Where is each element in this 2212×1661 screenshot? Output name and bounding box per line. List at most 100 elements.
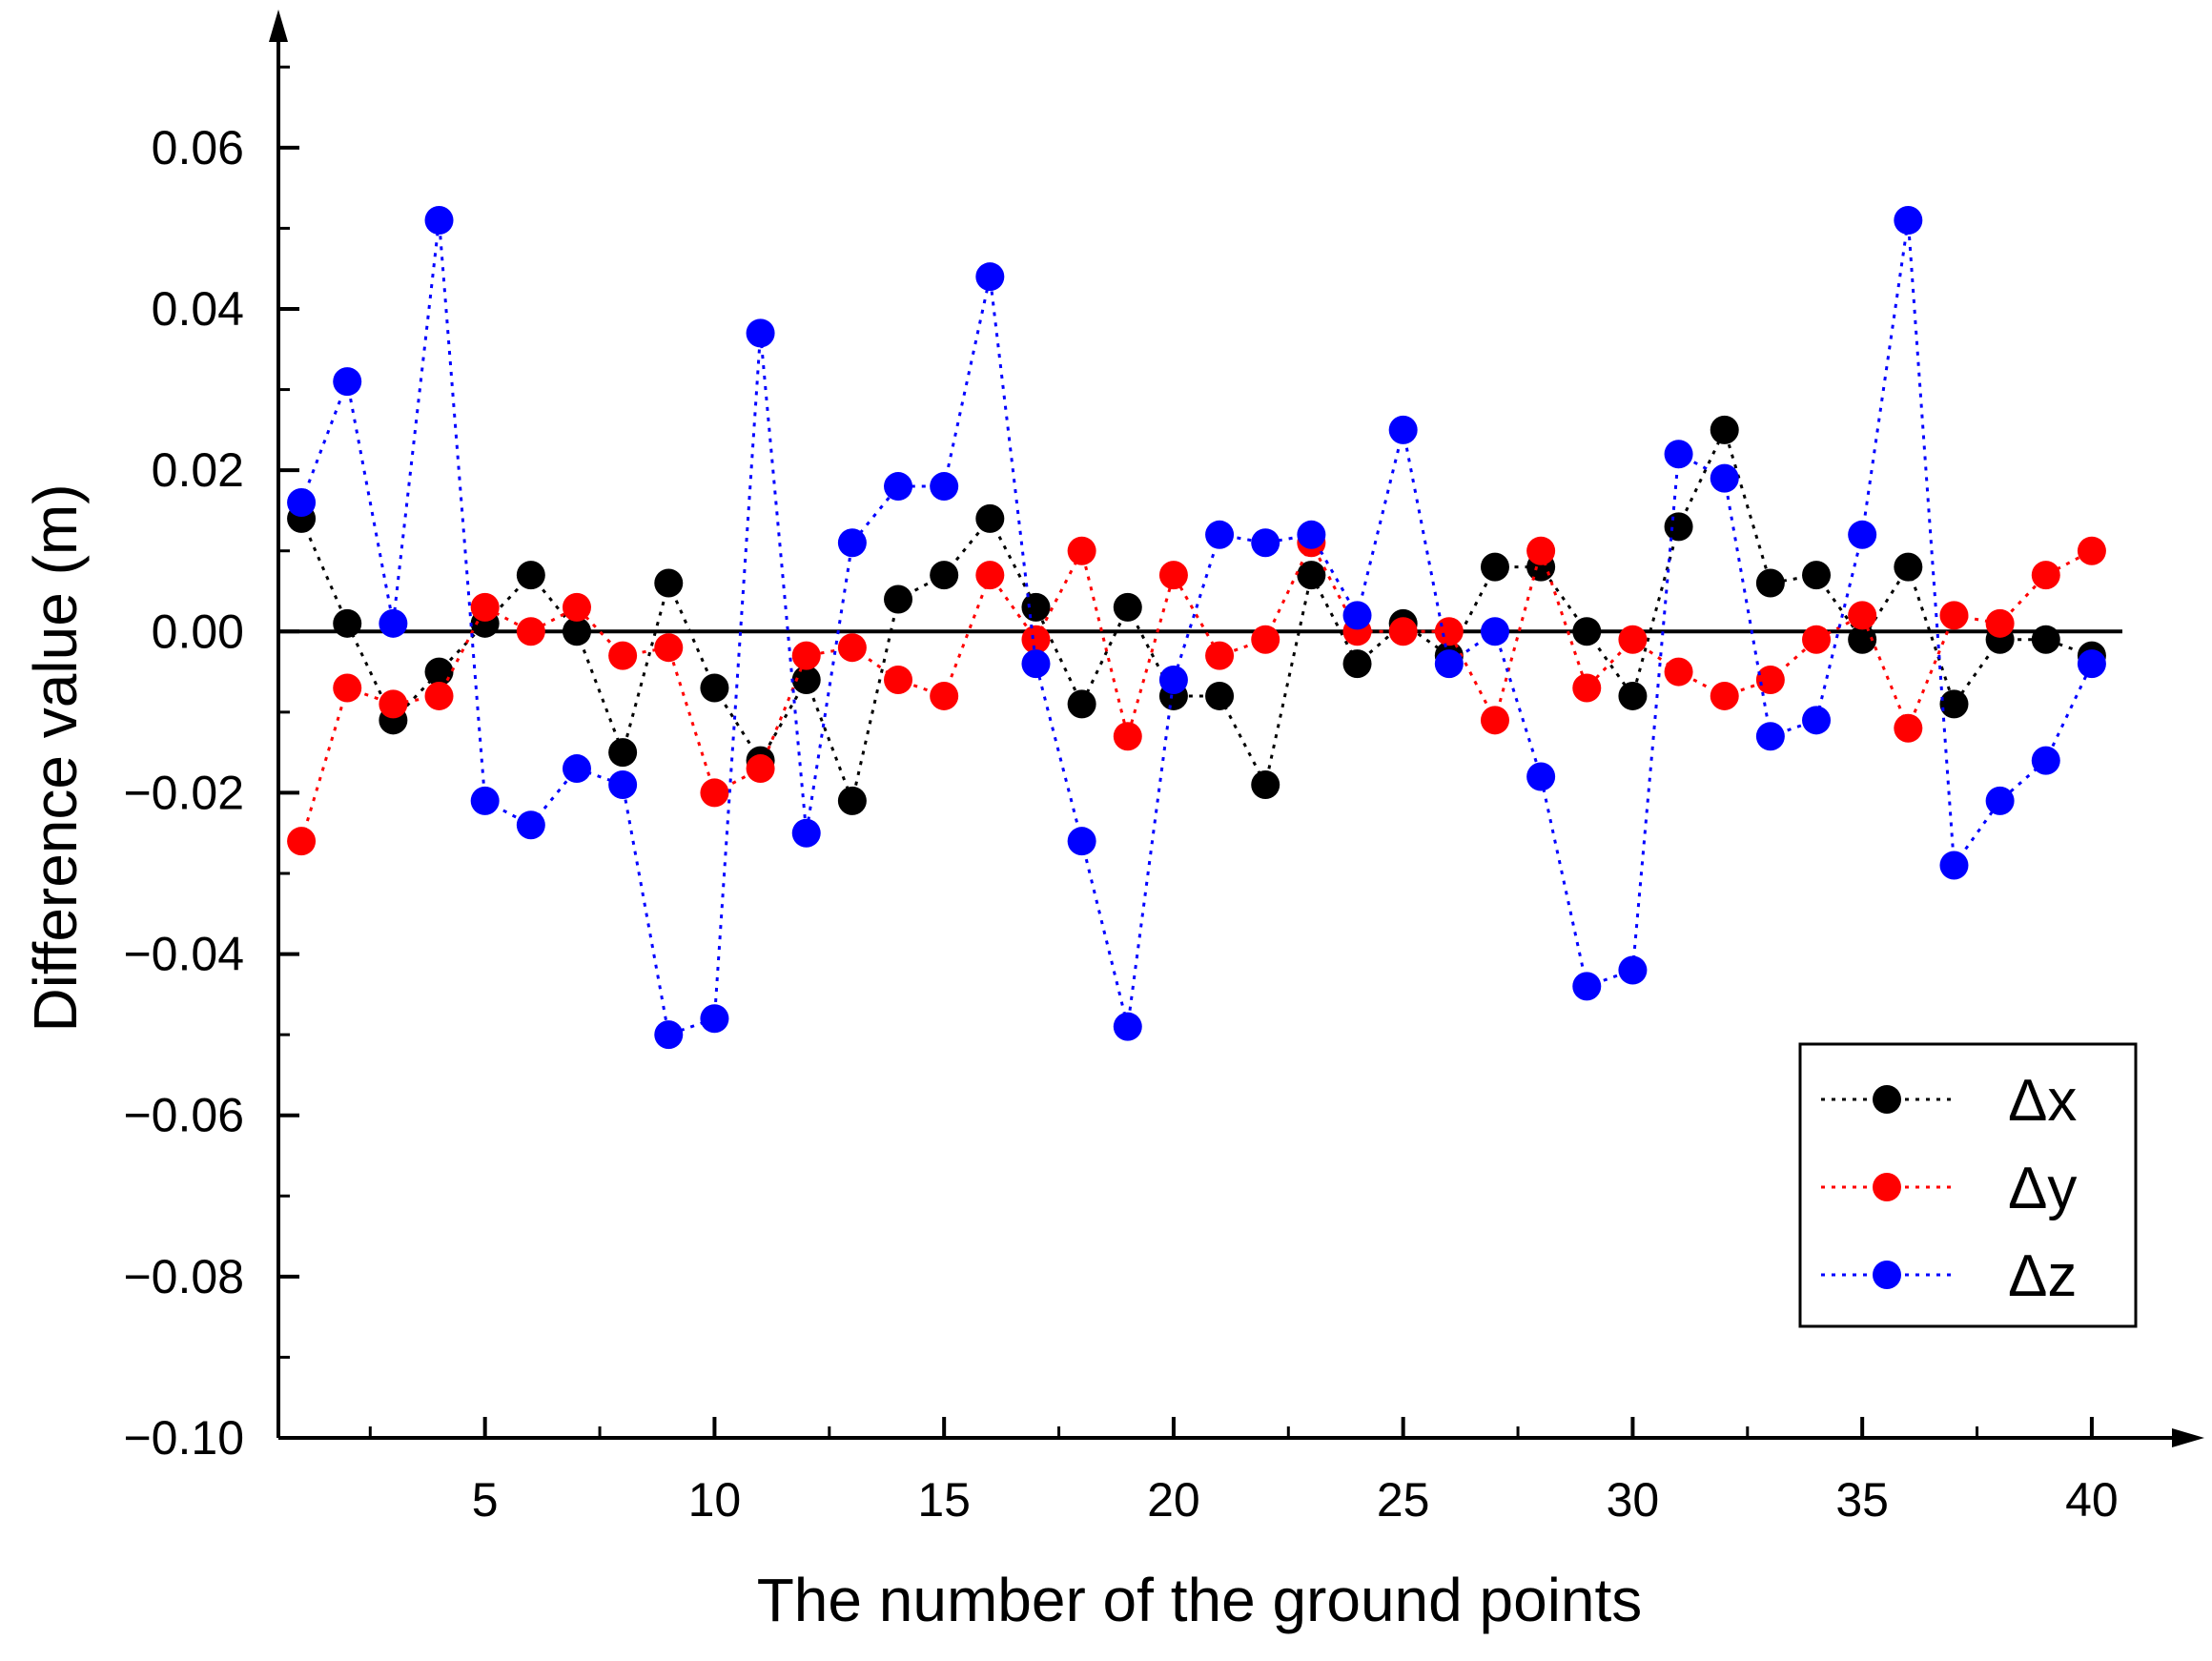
x-tick-label: 40 xyxy=(2065,1473,2119,1527)
data-point xyxy=(975,561,1005,590)
data-point xyxy=(1664,657,1693,687)
data-point xyxy=(884,472,913,502)
y-axis-arrow xyxy=(269,10,288,42)
y-tick-label: 0.06 xyxy=(152,121,244,174)
data-point xyxy=(1067,827,1096,856)
x-tick-label: 15 xyxy=(917,1473,971,1527)
series-layer xyxy=(287,205,2106,1050)
data-point xyxy=(1939,851,1969,880)
data-point xyxy=(700,778,729,808)
data-point xyxy=(2031,561,2060,590)
data-point xyxy=(1480,552,1509,582)
data-point xyxy=(930,681,959,710)
data-point xyxy=(1939,689,1969,719)
x-tick-label: 5 xyxy=(472,1473,499,1527)
x-tick-label: 30 xyxy=(1607,1473,1660,1527)
y-tick-label: −0.10 xyxy=(123,1411,244,1465)
y-tick-label: −0.06 xyxy=(123,1089,244,1142)
data-point xyxy=(1342,649,1372,679)
x-tick-label: 35 xyxy=(1835,1473,1889,1527)
data-point xyxy=(608,738,638,768)
data-point xyxy=(1388,415,1418,444)
data-point xyxy=(2031,625,2060,654)
data-point xyxy=(1158,666,1188,695)
data-point xyxy=(516,810,545,840)
y-tick-label: −0.02 xyxy=(123,766,244,819)
data-point xyxy=(791,666,821,695)
data-point xyxy=(1755,568,1785,598)
y-axis-title: Difference value (m) xyxy=(21,483,90,1032)
legend-marker xyxy=(1873,1173,1901,1201)
data-point xyxy=(2077,649,2106,679)
data-point xyxy=(1526,762,1556,791)
data-point xyxy=(470,592,500,622)
x-axis-title: The number of the ground points xyxy=(757,1566,1643,1634)
data-point xyxy=(1572,972,1602,1001)
data-point xyxy=(516,561,545,590)
legend-marker xyxy=(1873,1085,1901,1114)
data-point xyxy=(1205,681,1235,710)
legend: Δx Δy Δz xyxy=(1798,1042,2138,1328)
data-point xyxy=(287,827,317,856)
data-point xyxy=(1205,641,1235,670)
data-point xyxy=(837,528,867,558)
data-point xyxy=(2031,746,2060,775)
data-point xyxy=(1618,955,1648,985)
data-point xyxy=(1894,552,1923,582)
data-point xyxy=(975,262,1005,292)
data-point xyxy=(1113,722,1142,751)
data-point xyxy=(1572,673,1602,703)
data-point xyxy=(791,818,821,848)
data-point xyxy=(1802,561,1832,590)
data-point xyxy=(1755,666,1785,695)
y-tick-label: 0.04 xyxy=(152,282,244,336)
x-tick-label: 25 xyxy=(1377,1473,1430,1527)
data-point xyxy=(654,1020,684,1050)
data-point xyxy=(424,681,454,710)
data-point xyxy=(1710,415,1739,444)
data-point xyxy=(1755,722,1785,751)
legend-label: Δz xyxy=(2008,1243,2077,1309)
x-tick-label: 20 xyxy=(1147,1473,1200,1527)
data-point xyxy=(2077,536,2106,565)
data-point xyxy=(1802,625,1832,654)
data-point xyxy=(470,786,500,815)
legend-item-2: Δy xyxy=(1821,1156,2077,1221)
data-point xyxy=(1939,601,1969,630)
x-tick-label: 10 xyxy=(688,1473,742,1527)
data-point xyxy=(333,608,362,638)
y-tick-label: 0.00 xyxy=(152,605,244,658)
data-point xyxy=(1251,625,1280,654)
data-point xyxy=(837,633,867,663)
y-axis: 0.06 0.04 0.02 0.00 −0.02 −0.04 −0.06 −0.08 −0.1… xyxy=(123,10,299,1465)
data-point xyxy=(1480,706,1509,735)
series-line xyxy=(299,219,2094,1037)
data-point xyxy=(608,641,638,670)
data-point xyxy=(1113,1012,1142,1041)
y-tick-label: −0.04 xyxy=(123,928,244,981)
data-point xyxy=(1434,649,1464,679)
data-point xyxy=(884,666,913,695)
data-point xyxy=(424,657,454,687)
data-point xyxy=(1710,463,1739,493)
data-point xyxy=(379,689,408,719)
y-tick-label: −0.08 xyxy=(123,1250,244,1303)
data-point xyxy=(1802,706,1832,735)
data-point xyxy=(562,617,591,646)
data-point xyxy=(930,561,959,590)
data-point xyxy=(562,754,591,784)
data-point xyxy=(1205,520,1235,549)
series-2 xyxy=(287,528,2106,856)
data-point xyxy=(1618,681,1648,710)
data-point xyxy=(1251,528,1280,558)
data-point xyxy=(700,673,729,703)
x-axis-arrow xyxy=(2172,1428,2204,1447)
series-3 xyxy=(287,205,2106,1050)
data-point xyxy=(1848,520,1877,549)
x-axis: 5 10 15 20 25 30 35 40 xyxy=(278,1417,2204,1527)
data-point xyxy=(791,641,821,670)
data-point xyxy=(1067,689,1096,719)
data-point xyxy=(1342,601,1372,630)
series-line xyxy=(299,539,2093,842)
